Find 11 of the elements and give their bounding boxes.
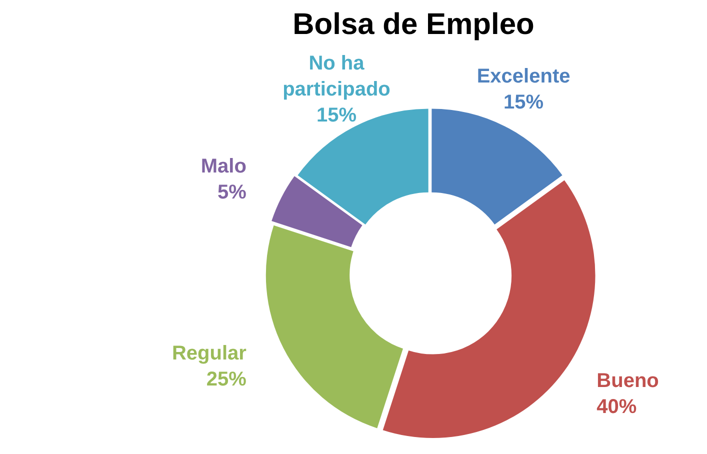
slice-label: Excelente bbox=[476, 65, 570, 88]
slice-label: Bueno bbox=[596, 370, 659, 392]
data-label: 25% bbox=[206, 368, 247, 391]
slice-label: Malo bbox=[200, 155, 246, 178]
data-label: 5% bbox=[218, 181, 247, 204]
data-label: 15% bbox=[504, 91, 544, 114]
chart-title: Bolsa de Empleo bbox=[292, 8, 536, 42]
slice-label: No ha participado bbox=[282, 52, 390, 100]
data-label: 15% bbox=[316, 104, 357, 126]
data-label: 40% bbox=[596, 396, 637, 418]
slice-label: Regular bbox=[172, 342, 247, 365]
